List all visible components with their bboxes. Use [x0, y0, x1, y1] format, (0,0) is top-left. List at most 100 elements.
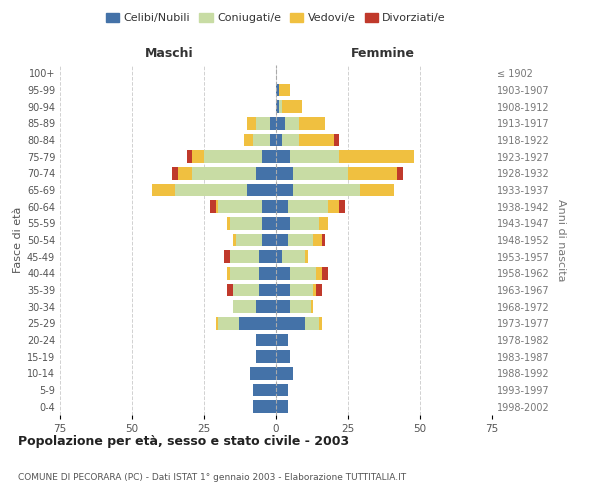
Bar	[224, 250, 230, 263]
Bar	[256, 117, 270, 130]
Bar	[256, 350, 276, 363]
Bar	[244, 134, 253, 146]
Bar	[316, 267, 322, 280]
Bar	[239, 317, 276, 330]
Bar	[276, 350, 290, 363]
Bar	[276, 367, 293, 380]
Bar	[282, 100, 302, 113]
Bar	[276, 100, 279, 113]
Bar	[152, 184, 175, 196]
Bar	[236, 234, 262, 246]
Bar	[290, 300, 311, 313]
Bar	[311, 300, 313, 313]
Bar	[276, 400, 287, 413]
Bar	[279, 100, 282, 113]
Text: Maschi: Maschi	[145, 47, 194, 60]
Bar	[193, 167, 256, 179]
Bar	[215, 317, 218, 330]
Bar	[230, 217, 262, 230]
Bar	[276, 150, 290, 163]
Bar	[276, 200, 287, 213]
Bar	[250, 367, 276, 380]
Bar	[276, 84, 279, 96]
Bar	[290, 267, 316, 280]
Bar	[340, 200, 345, 213]
Bar	[322, 234, 325, 246]
Text: COMUNE DI PECORARA (PC) - Dati ISTAT 1° gennaio 2003 - Elaborazione TUTTITALIA.I: COMUNE DI PECORARA (PC) - Dati ISTAT 1° …	[18, 473, 406, 482]
Bar	[178, 167, 193, 179]
Bar	[270, 134, 276, 146]
Bar	[287, 200, 328, 213]
Bar	[348, 167, 397, 179]
Legend: Celibi/Nubili, Coniugati/e, Vedovi/e, Divorziati/e: Celibi/Nubili, Coniugati/e, Vedovi/e, Di…	[101, 8, 451, 28]
Bar	[276, 217, 290, 230]
Bar	[175, 184, 247, 196]
Bar	[256, 167, 276, 179]
Bar	[227, 284, 233, 296]
Bar	[276, 134, 282, 146]
Bar	[322, 267, 328, 280]
Bar	[319, 217, 328, 230]
Bar	[270, 117, 276, 130]
Bar	[276, 234, 287, 246]
Bar	[305, 317, 319, 330]
Bar	[227, 217, 230, 230]
Bar	[215, 200, 218, 213]
Bar	[359, 184, 394, 196]
Bar	[313, 234, 322, 246]
Bar	[259, 267, 276, 280]
Bar	[290, 217, 319, 230]
Text: Popolazione per età, sesso e stato civile - 2003: Popolazione per età, sesso e stato civil…	[18, 435, 349, 448]
Bar	[305, 250, 308, 263]
Bar	[276, 250, 282, 263]
Y-axis label: Fasce di età: Fasce di età	[13, 207, 23, 273]
Bar	[316, 284, 322, 296]
Bar	[253, 134, 270, 146]
Bar	[233, 300, 256, 313]
Bar	[293, 167, 348, 179]
Bar	[334, 134, 340, 146]
Bar	[247, 117, 256, 130]
Bar	[276, 334, 287, 346]
Bar	[284, 117, 299, 130]
Bar	[187, 150, 193, 163]
Bar	[276, 300, 290, 313]
Bar	[276, 384, 287, 396]
Bar	[256, 300, 276, 313]
Bar	[276, 267, 290, 280]
Bar	[247, 184, 276, 196]
Bar	[313, 284, 316, 296]
Bar	[287, 234, 313, 246]
Bar	[290, 284, 313, 296]
Bar	[328, 200, 340, 213]
Bar	[299, 134, 334, 146]
Bar	[279, 84, 290, 96]
Bar	[193, 150, 204, 163]
Bar	[340, 150, 414, 163]
Bar	[230, 250, 259, 263]
Bar	[397, 167, 403, 179]
Bar	[204, 150, 262, 163]
Bar	[218, 200, 262, 213]
Bar	[262, 234, 276, 246]
Bar	[259, 250, 276, 263]
Bar	[276, 167, 293, 179]
Bar	[230, 267, 259, 280]
Bar	[276, 117, 284, 130]
Bar	[293, 184, 359, 196]
Bar	[259, 284, 276, 296]
Bar	[290, 150, 340, 163]
Bar	[227, 267, 230, 280]
Bar	[172, 167, 178, 179]
Bar	[282, 134, 299, 146]
Bar	[218, 317, 239, 330]
Bar	[299, 117, 325, 130]
Bar	[233, 284, 259, 296]
Bar	[282, 250, 305, 263]
Bar	[253, 384, 276, 396]
Y-axis label: Anni di nascita: Anni di nascita	[556, 198, 566, 281]
Text: Femmine: Femmine	[350, 47, 415, 60]
Bar	[276, 184, 293, 196]
Bar	[256, 334, 276, 346]
Bar	[233, 234, 236, 246]
